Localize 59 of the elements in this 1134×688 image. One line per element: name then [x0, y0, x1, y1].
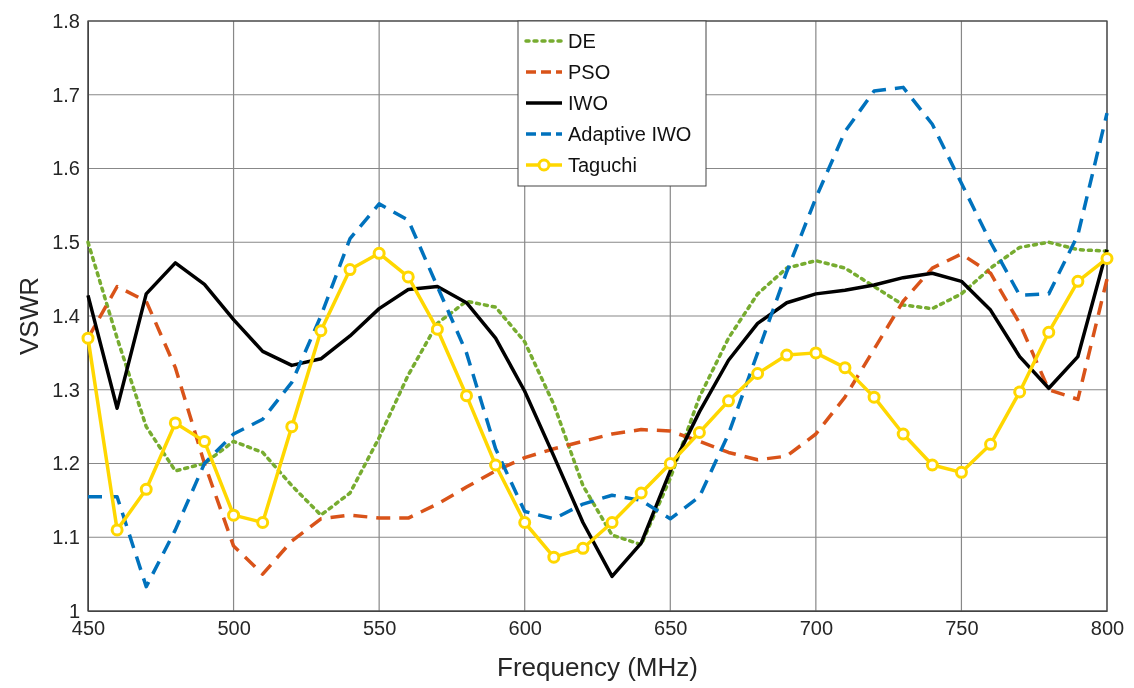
point [489, 458, 503, 472]
y-axis-title: VSWR [14, 277, 44, 355]
legend-label: PSO [568, 61, 611, 83]
point [81, 331, 95, 345]
x-tick-label: 700 [799, 617, 834, 640]
point [168, 416, 182, 430]
line-series [86, 85, 1109, 589]
point [518, 516, 532, 529]
point [430, 322, 444, 336]
point [197, 434, 211, 448]
point [110, 523, 124, 537]
x-tick-label: 650 [654, 617, 688, 640]
legend-label: DE [568, 30, 596, 52]
x-tick-label: 500 [217, 617, 251, 640]
y-tick-label: 1.3 [52, 378, 80, 401]
legend-label: IWO [568, 92, 608, 114]
legend-label: Taguchi [568, 154, 637, 176]
y-tick-label: 1.2 [52, 452, 80, 475]
point [227, 508, 241, 522]
point [139, 482, 153, 496]
point [576, 541, 590, 555]
x-tick-label: 800 [1090, 617, 1125, 640]
point [1042, 325, 1056, 339]
point [954, 465, 968, 479]
point [1100, 251, 1114, 265]
point [722, 394, 736, 408]
point [838, 361, 852, 375]
x-tick-label: 600 [508, 617, 542, 640]
point [925, 458, 939, 472]
point [401, 270, 415, 284]
point [896, 427, 910, 441]
point [634, 486, 648, 500]
y-tick-label: 1.7 [52, 83, 80, 106]
y-tick-label: 1.4 [52, 304, 80, 327]
point [751, 367, 765, 381]
point [1071, 274, 1085, 288]
point [984, 437, 998, 451]
point [314, 324, 328, 338]
point [663, 457, 677, 470]
point [459, 389, 473, 403]
point [692, 426, 706, 440]
x-tick-label: 750 [945, 617, 979, 640]
y-tick-label: 1.8 [52, 9, 80, 32]
point [780, 348, 794, 362]
point [809, 346, 823, 360]
point [343, 263, 357, 277]
point [867, 390, 881, 404]
point [372, 246, 386, 260]
y-tick-label: 1.6 [52, 157, 80, 180]
point [605, 516, 619, 529]
y-tick-label: 1.1 [52, 526, 80, 549]
point [547, 550, 561, 564]
point [256, 516, 270, 529]
point [285, 420, 299, 434]
point [1013, 385, 1027, 399]
legend-label: Adaptive IWO [568, 123, 692, 145]
x-tick-label: 550 [362, 617, 397, 640]
y-tick-label: 1.5 [52, 231, 80, 254]
x-axis-title: Frequency (MHz) [497, 652, 698, 682]
